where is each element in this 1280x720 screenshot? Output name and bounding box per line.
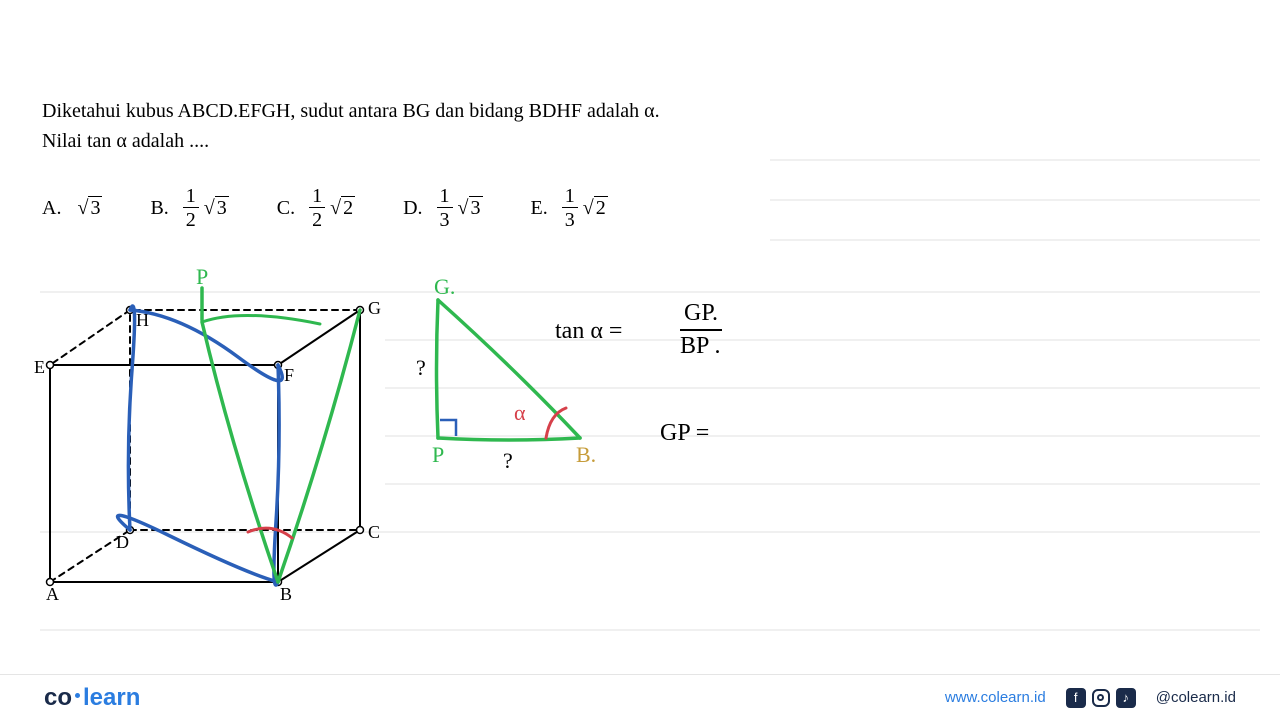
hand-gp-eq: GP = <box>660 420 709 447</box>
option-B-num: 1 <box>183 186 199 208</box>
option-C: C. 12 2 <box>277 186 355 230</box>
hand-frac-bot: BP . <box>680 331 722 360</box>
svg-text:P: P <box>432 442 444 467</box>
svg-text:?: ? <box>503 448 513 473</box>
option-B-den: 2 <box>186 208 196 230</box>
hand-frac-top: GP. <box>680 300 722 331</box>
social-icons: f ♪ <box>1066 688 1136 708</box>
hand-frac: GP. BP . <box>680 300 722 360</box>
svg-text:A: A <box>46 584 59 604</box>
option-A-radicand: 3 <box>88 196 102 219</box>
facebook-icon: f <box>1066 688 1086 708</box>
footer-handle: @colearn.id <box>1156 689 1236 706</box>
svg-text:B.: B. <box>576 442 596 467</box>
svg-text:α: α <box>514 400 526 425</box>
option-C-radicand: 2 <box>341 196 355 219</box>
option-A-label: A. <box>42 197 61 220</box>
brand-co: co <box>44 684 72 711</box>
option-D: D. 13 3 <box>403 186 482 230</box>
svg-text:B: B <box>280 584 292 604</box>
tiktok-icon: ♪ <box>1116 688 1136 708</box>
svg-text:H: H <box>136 310 149 330</box>
option-B-label: B. <box>150 197 168 220</box>
option-E-radicand: 2 <box>594 196 608 219</box>
question-line-2: Nilai tan α adalah .... <box>42 126 1238 156</box>
svg-text:E: E <box>34 357 45 377</box>
option-C-den: 2 <box>312 208 322 230</box>
footer: colearn www.colearn.id f ♪ @colearn.id <box>0 674 1280 720</box>
instagram-icon <box>1092 689 1110 707</box>
option-D-den: 3 <box>440 208 450 230</box>
option-A: A. 3 <box>42 197 102 220</box>
option-E: E. 13 2 <box>531 186 608 230</box>
option-E-num: 1 <box>562 186 578 208</box>
hand-tan-alpha: tan α = <box>555 318 622 345</box>
svg-text:G.: G. <box>434 274 455 299</box>
option-D-radicand: 3 <box>469 196 483 219</box>
footer-url: www.colearn.id <box>945 689 1046 706</box>
option-D-label: D. <box>403 197 422 220</box>
svg-text:?: ? <box>416 355 426 380</box>
options-row: A. 3 B. 12 3 C. 12 2 D. 13 3 E. <box>42 186 1238 230</box>
svg-text:G: G <box>368 298 381 318</box>
svg-text:F: F <box>284 365 294 385</box>
option-D-num: 1 <box>437 186 453 208</box>
option-E-label: E. <box>531 197 548 220</box>
brand-dot-icon <box>75 693 80 698</box>
option-B-radicand: 3 <box>215 196 229 219</box>
option-C-label: C. <box>277 197 295 220</box>
question-line-1: Diketahui kubus ABCD.EFGH, sudut antara … <box>42 96 1238 126</box>
option-B: B. 12 3 <box>150 186 228 230</box>
svg-text:C: C <box>368 522 380 542</box>
option-E-den: 3 <box>565 208 575 230</box>
option-C-num: 1 <box>309 186 325 208</box>
svg-text:D: D <box>116 532 129 552</box>
svg-text:P: P <box>196 264 208 289</box>
brand-logo: colearn <box>44 684 140 712</box>
brand-learn: learn <box>83 684 140 711</box>
